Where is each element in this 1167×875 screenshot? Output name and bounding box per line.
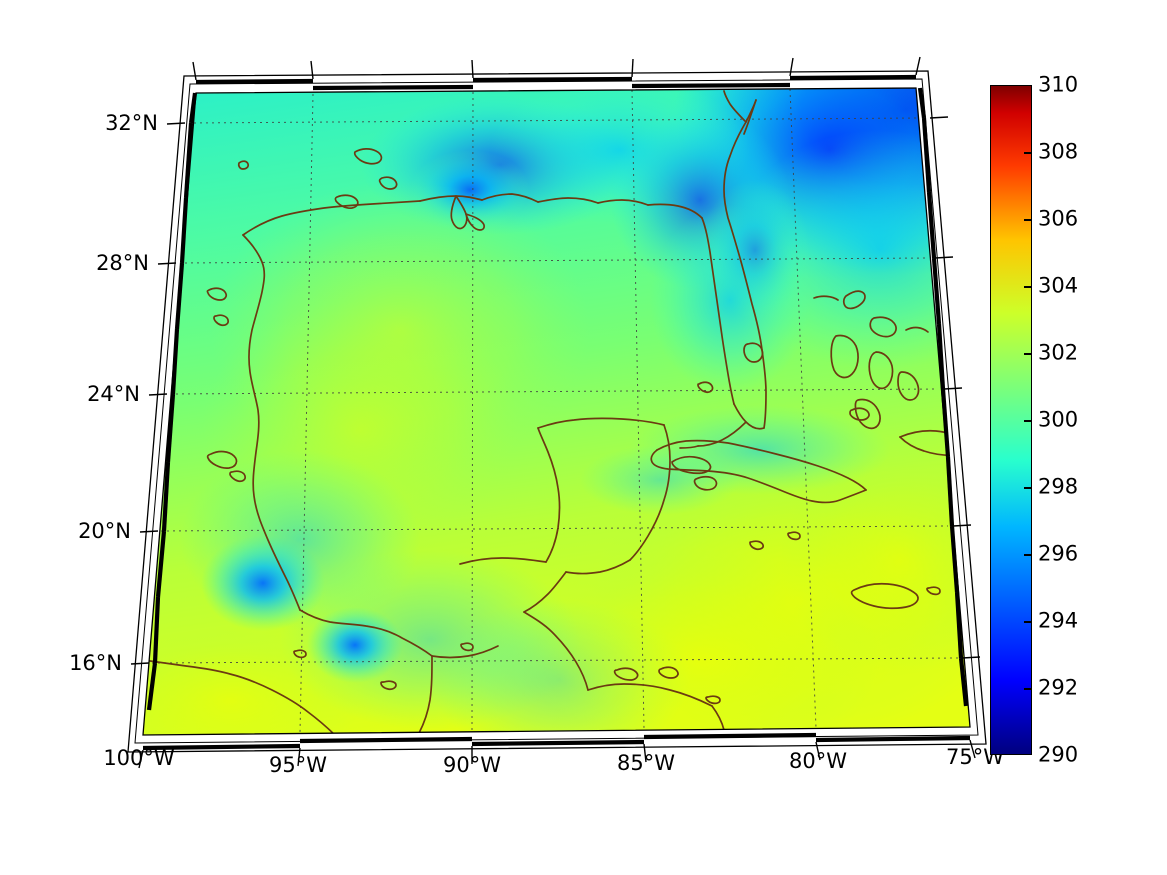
- lon-tick-label-100W: 100°W: [103, 746, 175, 770]
- colorbar-tick-300: [1024, 420, 1032, 422]
- lon-tick-label-85W: 85°W: [617, 751, 675, 775]
- colorbar-tick-294: [1024, 621, 1032, 623]
- coastlines: [143, 90, 967, 735]
- colorbar-tick-308: [1024, 152, 1032, 154]
- lon-tick-label-90W: 90°W: [443, 753, 501, 777]
- map-gridlines: [151, 88, 959, 734]
- colorbar-tick-label-310: 310: [1038, 72, 1079, 97]
- colorbar-tick-label-290: 290: [1038, 742, 1079, 767]
- colorbar-tick-label-298: 298: [1038, 474, 1079, 499]
- sst-raster: [143, 88, 970, 735]
- colorbar-tick-296: [1024, 554, 1032, 556]
- colorbar-tick-302: [1024, 353, 1032, 355]
- colorbar-tick-label-306: 306: [1038, 206, 1079, 231]
- lat-tick-label-24N: 24°N: [87, 382, 140, 406]
- lon-tick-label-80W: 80°W: [789, 749, 847, 773]
- lat-tick-label-20N: 20°N: [78, 519, 131, 543]
- colorbar-tick-306: [1024, 219, 1032, 221]
- colorbar-tick-label-302: 302: [1038, 340, 1079, 365]
- colorbar-tick-label-304: 304: [1038, 273, 1079, 298]
- colorbar-tick-292: [1024, 688, 1032, 690]
- lat-tick-label-16N: 16°N: [69, 651, 122, 675]
- lat-tick-label-28N: 28°N: [96, 251, 149, 275]
- colorbar-tick-298: [1024, 487, 1032, 489]
- colorbar-tick-label-292: 292: [1038, 675, 1079, 700]
- lon-tick-label-75W: 75°W: [946, 745, 1004, 769]
- colorbar-tick-label-294: 294: [1038, 608, 1079, 633]
- map-frame: [127, 56, 987, 769]
- lat-tick-label-32N: 32°N: [105, 111, 158, 135]
- lon-tick-label-95W: 95°W: [269, 753, 327, 777]
- colorbar-tick-label-308: 308: [1038, 139, 1079, 164]
- colorbar-tick-304: [1024, 286, 1032, 288]
- colorbar-tick-label-296: 296: [1038, 541, 1079, 566]
- colorbar-tick-label-300: 300: [1038, 407, 1079, 432]
- axis-ticks: [130, 56, 981, 769]
